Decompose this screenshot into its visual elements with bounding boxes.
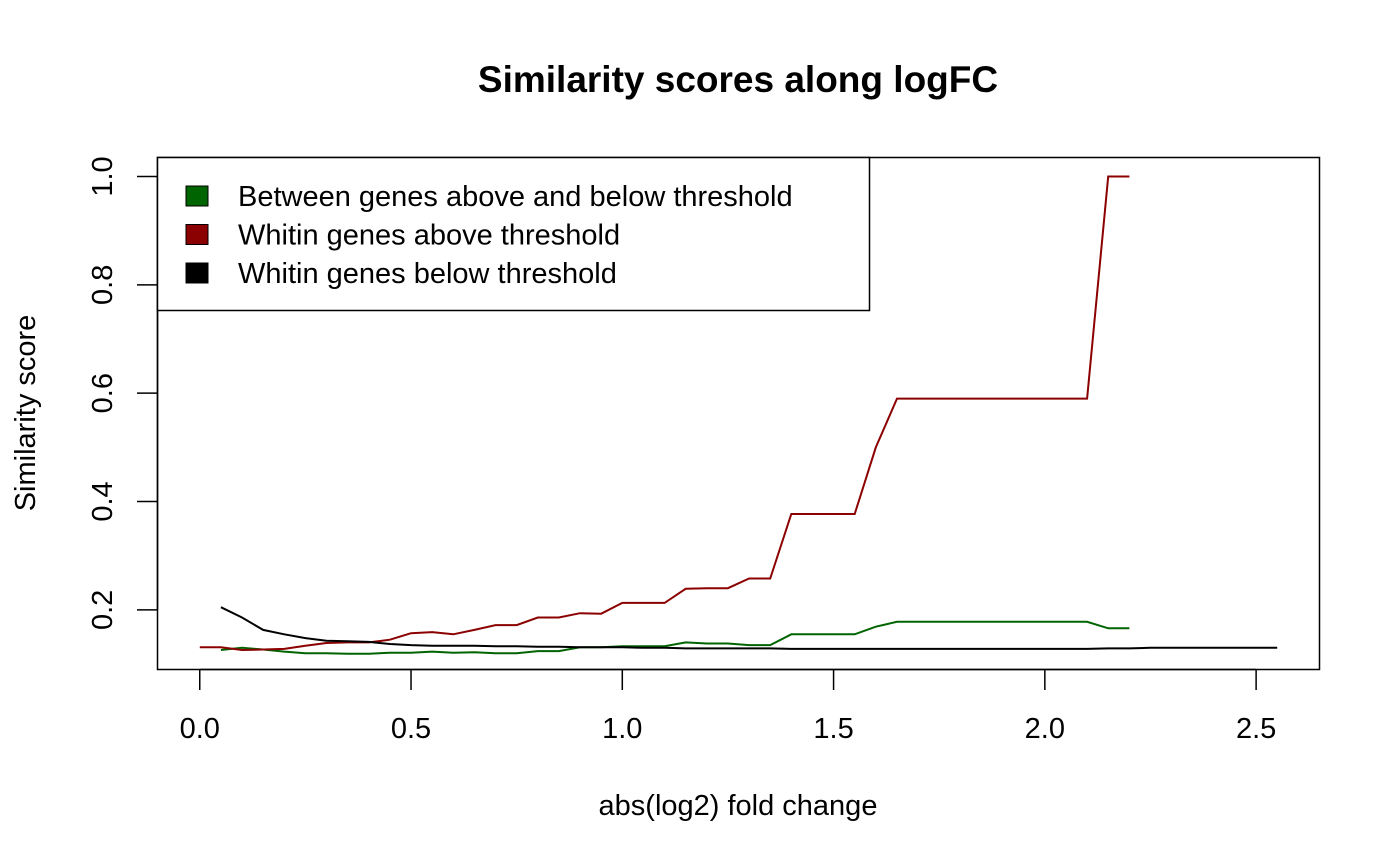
series-lines: [199, 175, 1278, 655]
y-tick-label: 0.6: [87, 373, 119, 413]
x-axis-label: abs(log2) fold change: [599, 790, 878, 822]
legend-swatch: [185, 262, 209, 284]
x-tick-label: 2.0: [1025, 713, 1065, 745]
legend-swatch: [185, 185, 209, 207]
y-tick-label: 0.2: [87, 590, 119, 630]
x-tick-label: 1.0: [602, 713, 642, 745]
legend-swatch: [185, 224, 209, 245]
x-axis: 0.0 0.5 1.0 1.5 2.0 2.5: [180, 668, 1276, 745]
y-tick-label: 1.0: [87, 156, 119, 196]
x-tick-label: 2.5: [1236, 713, 1276, 745]
y-axis: 0.2 0.4 0.6 0.8 1.0: [87, 156, 159, 630]
y-axis-label: Similarity score: [10, 315, 42, 512]
y-tick-label: 0.4: [87, 481, 119, 521]
x-tick-label: 0.5: [391, 713, 431, 745]
legend-box: [156, 156, 871, 312]
y-tick-label: 0.8: [87, 265, 119, 305]
legend: Between genes above and below threshold W…: [156, 156, 871, 312]
series-line-1: [220, 620, 1130, 655]
legend-label: Whitin genes above threshold: [238, 220, 620, 252]
legend-label: Whitin genes below threshold: [238, 258, 617, 290]
x-tick-label: 1.5: [813, 713, 853, 745]
x-tick-label: 0.0: [180, 713, 220, 745]
legend-label: Between genes above and below threshold: [238, 181, 793, 213]
chart-title: Similarity scores along logFC: [478, 59, 998, 100]
series-line-3: [220, 606, 1278, 650]
